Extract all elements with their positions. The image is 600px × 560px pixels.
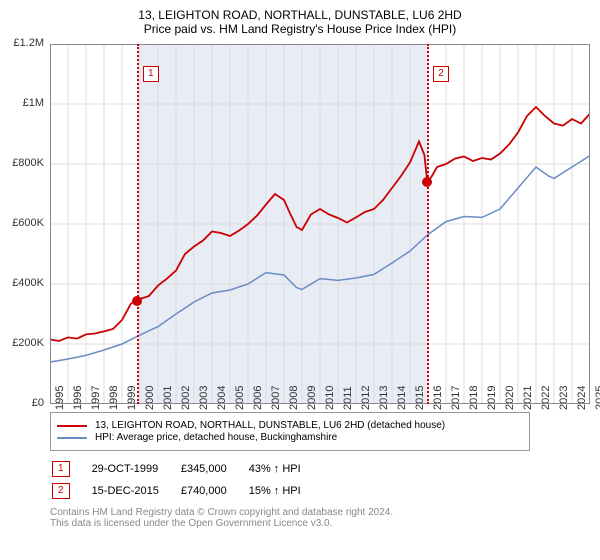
marker-delta: 15% ↑ HPI bbox=[249, 481, 321, 501]
legend-label: 13, LEIGHTON ROAD, NORTHALL, DUNSTABLE, … bbox=[95, 420, 445, 431]
marker-dot-1 bbox=[132, 296, 142, 306]
marker-dot-2 bbox=[422, 177, 432, 187]
x-tick-label: 2025 bbox=[594, 386, 600, 410]
y-tick-label: £1M bbox=[23, 97, 44, 109]
marker-row-1: 1 29-OCT-1999£345,00043% ↑ HPI bbox=[52, 459, 321, 479]
marker-box-1: 1 bbox=[52, 461, 70, 477]
y-tick-label: £1.2M bbox=[13, 37, 44, 49]
marker-date: 29-OCT-1999 bbox=[92, 459, 179, 479]
y-tick-label: £200K bbox=[12, 337, 44, 349]
legend-swatch bbox=[57, 425, 87, 427]
marker-vline-2 bbox=[427, 44, 429, 404]
marker-flag-2: 2 bbox=[433, 66, 449, 82]
chart-title-line2: Price paid vs. HM Land Registry's House … bbox=[0, 22, 600, 36]
y-tick-label: £400K bbox=[12, 277, 44, 289]
legend-label: HPI: Average price, detached house, Buck… bbox=[95, 432, 337, 443]
attribution-line2: This data is licensed under the Open Gov… bbox=[50, 518, 600, 529]
attribution: Contains HM Land Registry data © Crown c… bbox=[50, 507, 600, 529]
legend-row-price_paid: 13, LEIGHTON ROAD, NORTHALL, DUNSTABLE, … bbox=[57, 420, 523, 431]
marker-price: £740,000 bbox=[181, 481, 247, 501]
marker-flag-1: 1 bbox=[143, 66, 159, 82]
chart-plot-area: £0£200K£400K£600K£800K£1M£1.2M1995199619… bbox=[50, 44, 590, 404]
y-tick-label: £600K bbox=[12, 217, 44, 229]
legend-swatch bbox=[57, 437, 87, 439]
marker-box-2: 2 bbox=[52, 483, 70, 499]
marker-delta: 43% ↑ HPI bbox=[249, 459, 321, 479]
marker-vline-1 bbox=[137, 44, 139, 404]
legend-row-hpi: HPI: Average price, detached house, Buck… bbox=[57, 432, 523, 443]
attribution-line1: Contains HM Land Registry data © Crown c… bbox=[50, 507, 600, 518]
y-tick-label: £800K bbox=[12, 157, 44, 169]
marker-table: 1 29-OCT-1999£345,00043% ↑ HPI 2 15-DEC-201… bbox=[50, 457, 323, 503]
legend: 13, LEIGHTON ROAD, NORTHALL, DUNSTABLE, … bbox=[50, 412, 530, 451]
marker-date: 15-DEC-2015 bbox=[92, 481, 179, 501]
marker-row-2: 2 15-DEC-2015£740,00015% ↑ HPI bbox=[52, 481, 321, 501]
chart-title-line1: 13, LEIGHTON ROAD, NORTHALL, DUNSTABLE, … bbox=[0, 8, 600, 22]
y-tick-label: £0 bbox=[32, 397, 44, 409]
marker-price: £345,000 bbox=[181, 459, 247, 479]
chart-svg bbox=[50, 44, 590, 404]
